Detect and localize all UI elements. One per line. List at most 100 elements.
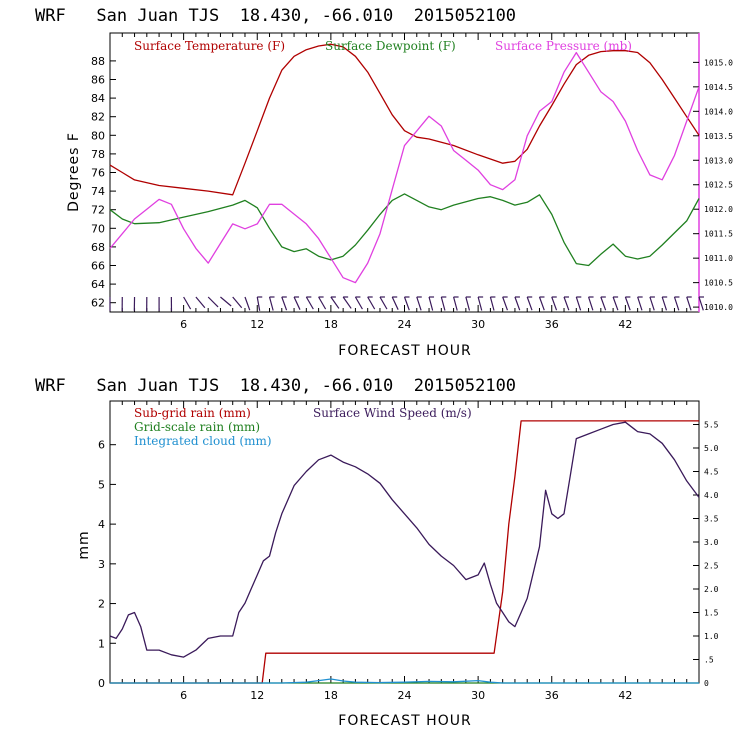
panel2-x-axis-title: FORECAST HOUR	[338, 713, 471, 729]
wind-barb	[489, 296, 495, 311]
wind-barb	[318, 296, 327, 310]
y2-tick-label: 1012.0	[704, 205, 733, 214]
precipitation-panel: WRF San Juan TJS 18.430, -66.010 2015052…	[35, 376, 719, 729]
wind-barb	[440, 296, 446, 311]
panel2-title: WRF San Juan TJS 18.430, -66.010 2015052…	[35, 376, 516, 396]
y-tick-label: 64	[91, 278, 105, 291]
legend-surface-wind-speed: Surface Wind Speed (m/s)	[313, 406, 472, 420]
y-tick-label: 6	[98, 439, 105, 452]
x-tick-label: 12	[250, 689, 264, 702]
x-tick-label: 12	[250, 318, 264, 331]
wind-barb	[624, 296, 631, 311]
wind-barb	[379, 296, 388, 310]
wind-barb	[453, 296, 458, 311]
y-tick-label: 3	[98, 558, 105, 571]
y-tick-label: 62	[91, 297, 105, 310]
panel2-y-axis-title: mm	[76, 530, 92, 559]
y-tick-label: 82	[91, 111, 105, 124]
wind-barb	[330, 296, 340, 309]
x-tick-label: 30	[471, 689, 485, 702]
panel2-series	[109, 420, 700, 684]
wind-barb	[391, 296, 399, 310]
panel1-y-axis-title: Degrees F	[66, 132, 82, 212]
wind-barb	[367, 296, 376, 310]
panel2-legend: Sub-grid rain (mm) Surface Wind Speed (m…	[134, 406, 472, 448]
y2-tick-label: 4.0	[704, 491, 719, 500]
y2-tick-label: 5.5	[704, 421, 719, 430]
wind-barb	[587, 296, 594, 311]
series-line-sub-grid-rain	[110, 420, 699, 684]
y-tick-label: 70	[91, 222, 105, 235]
wind-barb	[305, 296, 314, 310]
y-tick-label: 5	[98, 478, 105, 491]
y2-tick-label: 1013.0	[704, 156, 733, 165]
wind-barb	[686, 296, 692, 311]
y-tick-label: 80	[91, 129, 105, 142]
wind-barb	[637, 296, 643, 311]
wind-barb	[403, 296, 410, 311]
wind-barb	[293, 296, 301, 310]
wind-barb	[195, 296, 206, 309]
panel1-x-tick-labels: 6 12 18 24 30 36 42	[180, 318, 632, 331]
legend-grid-scale-rain: Grid-scale rain (mm)	[134, 420, 260, 434]
wind-barb	[538, 296, 545, 311]
wind-barb	[600, 296, 607, 311]
panel1-minor-ticks	[121, 33, 688, 312]
wind-barb	[428, 296, 434, 311]
wind-barb	[514, 296, 521, 311]
panel2-y-tick-labels: 0 1 2 3 4 5 6	[98, 439, 116, 690]
y2-tick-label: 3.0	[704, 538, 719, 547]
panel1-y2-tick-labels: 1010.0 1010.5 1011.0 1011.5 1012.0 1012.5 1013…	[693, 58, 733, 312]
y-tick-label: 68	[91, 241, 105, 254]
wind-barb	[244, 296, 251, 311]
temperature-panel: WRF San Juan TJS 18.430, -66.010 2015052…	[35, 6, 733, 359]
wind-barb	[502, 296, 509, 311]
y-tick-label: 72	[91, 204, 105, 217]
y2-tick-label: 1012.5	[704, 181, 733, 190]
wind-barb	[612, 296, 619, 311]
panel1-y-tick-labels: 62 64 66 68 70 72 74 76 78 80 82 84 86 88	[91, 55, 116, 310]
wind-barb	[416, 296, 422, 311]
series-line-surface-dewpoint	[109, 193, 700, 267]
y-tick-label: 78	[91, 148, 105, 161]
y2-tick-label: 1010.5	[704, 279, 733, 288]
x-tick-label: 6	[180, 318, 187, 331]
series-line-surface-pressure	[109, 51, 700, 284]
wind-barb	[220, 296, 232, 307]
panel2-x-tick-labels: 6 12 18 24 30 36 42	[180, 689, 632, 702]
y-tick-label: 1	[98, 637, 105, 650]
wind-barb	[673, 296, 680, 311]
wind-barb	[281, 296, 288, 311]
wind-barb	[526, 296, 533, 311]
y-tick-label: 84	[91, 92, 105, 105]
legend-surface-dewpoint: Surface Dewpoint (F)	[325, 39, 456, 53]
y2-tick-label: 1015.0	[704, 58, 733, 67]
x-tick-label: 36	[545, 689, 559, 702]
x-tick-label: 6	[180, 689, 187, 702]
y2-tick-label: 1010.0	[704, 303, 733, 312]
y-tick-label: 88	[91, 55, 105, 68]
y-tick-label: 76	[91, 167, 105, 180]
wind-barb	[342, 296, 352, 309]
panel1-title: WRF San Juan TJS 18.430, -66.010 2015052…	[35, 6, 516, 26]
wind-barb	[354, 296, 363, 310]
y2-tick-label: 1.5	[704, 609, 719, 618]
wind-barb	[698, 296, 704, 311]
wind-barb	[268, 296, 274, 311]
wind-barb	[207, 296, 219, 308]
legend-integrated-cloud: Integrated cloud (mm)	[134, 434, 272, 448]
wind-barb	[661, 296, 668, 311]
wind-barb	[465, 296, 471, 311]
y2-tick-label: 4.5	[704, 468, 719, 477]
legend-surface-pressure: Surface Pressure (mb)	[495, 39, 632, 53]
y-tick-label: 74	[91, 185, 105, 198]
legend-sub-grid-rain: Sub-grid rain (mm)	[134, 406, 251, 420]
x-tick-label: 42	[618, 689, 632, 702]
panel2-y2-tick-labels: 0 .5 1.0 1.5 2.0 2.5 3.0 3.5 4.0 4.5 5.0 5.5	[693, 421, 719, 688]
y2-tick-label: 1011.0	[704, 254, 733, 263]
series-line-surface-temperature	[109, 43, 700, 196]
y-tick-label: 86	[91, 74, 105, 87]
y2-tick-label: 0	[704, 679, 709, 688]
x-tick-label: 42	[618, 318, 632, 331]
